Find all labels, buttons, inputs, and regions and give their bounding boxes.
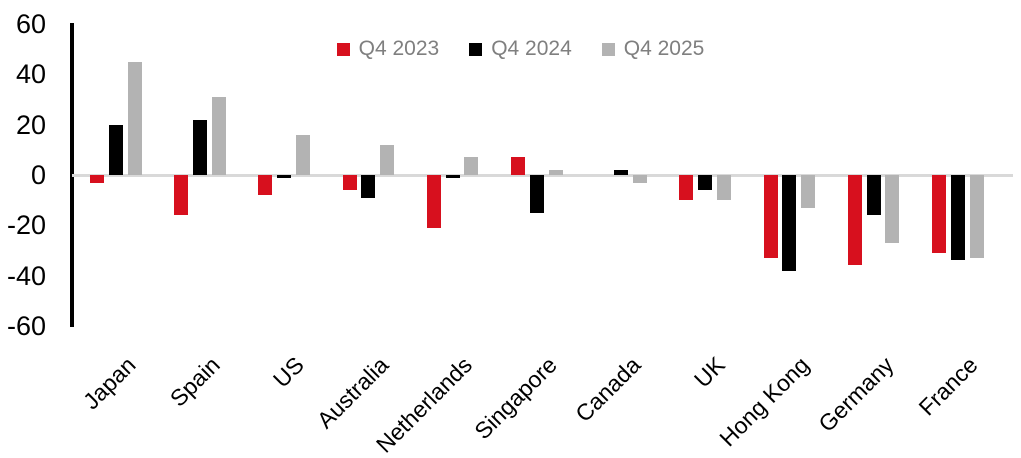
legend: Q4 2023 Q4 2024 Q4 2025 [10,37,1021,61]
bar-q4-2023-netherlands [426,175,441,228]
bar-q4-2025-uk [716,175,731,201]
y-axis-tick-label: 20 [15,109,46,140]
bar-q4-2025-australia [380,144,395,175]
y-axis-tick-label: -20 [6,210,46,241]
bar-q4-2025-netherlands [464,157,479,175]
y-axis-tick-label: 0 [30,160,46,190]
x-axis-label-france: France [913,351,983,421]
bar-q4-2024-germany [866,175,881,216]
bar-q4-2023-france [932,175,946,253]
x-axis-label-germany: Germany [813,351,899,437]
x-axis-label-singapore: Singapore [469,351,562,445]
bar-q4-2024-netherlands [445,175,460,178]
bar-q4-2023-spain [174,175,189,216]
bar-q4-2025-us [295,134,310,175]
bar-q4-2024-japan [108,124,123,175]
legend-item-q4-2025: Q4 2025 [601,37,705,61]
bar-q4-2025-singapore [548,169,563,175]
bar-q4-2023-uk [679,175,694,201]
legend-item-q4-2024: Q4 2024 [469,37,572,61]
legend-label-q4-2025: Q4 2025 [623,37,705,60]
bar-q4-2023-us [258,175,273,196]
legend-label-q4-2023: Q4 2023 [358,37,440,60]
bar-q4-2024-uk [698,175,713,191]
x-axis-label-japan: Japan [77,351,141,415]
x-axis-label-uk: UK [688,351,730,393]
bar-q4-2024-canada [614,169,628,175]
bar-q4-2025-france [969,175,984,258]
bar-q4-2025-japan [127,61,142,175]
bar-q4-2024-australia [361,175,376,198]
bar-q4-2025-germany [885,175,900,243]
bar-q4-2023-singapore [511,157,525,175]
legend-item-q4-2023: Q4 2023 [336,37,440,61]
legend-swatch-q4-2024 [469,42,483,56]
bar-q4-2024-france [950,175,965,261]
bar-q4-2023-germany [847,175,862,266]
x-axis-label-spain: Spain [164,351,225,412]
y-axis-tick-label: 60 [15,9,46,40]
y-axis-tick-label: 40 [15,59,46,90]
x-axis-label-us: US [267,351,309,393]
bar-q4-2024-hong-kong [782,175,797,271]
bar-q4-2023-australia [342,175,357,191]
legend-swatch-q4-2025 [601,42,615,56]
bar-q4-2023-japan [90,175,104,183]
y-axis-tick-label: -40 [6,260,46,291]
legend-label-q4-2024: Q4 2024 [491,37,572,60]
x-axis-label-canada: Canada [570,351,646,427]
y-axis-tick-label: -60 [6,310,46,341]
bar-q4-2025-canada [632,175,647,183]
bar-q4-2023-hong-kong [763,175,778,258]
bar-q4-2025-spain [211,97,226,175]
legend-swatch-q4-2023 [336,42,350,56]
bar-q4-2024-spain [193,119,207,175]
bar-q4-2024-singapore [529,175,544,213]
bar-q4-2024-us [277,175,292,178]
x-axis-label-australia: Australia [311,351,394,434]
x-axis-label-hong-kong: Hong Kong [714,351,815,452]
bar-q4-2025-hong-kong [801,175,816,208]
